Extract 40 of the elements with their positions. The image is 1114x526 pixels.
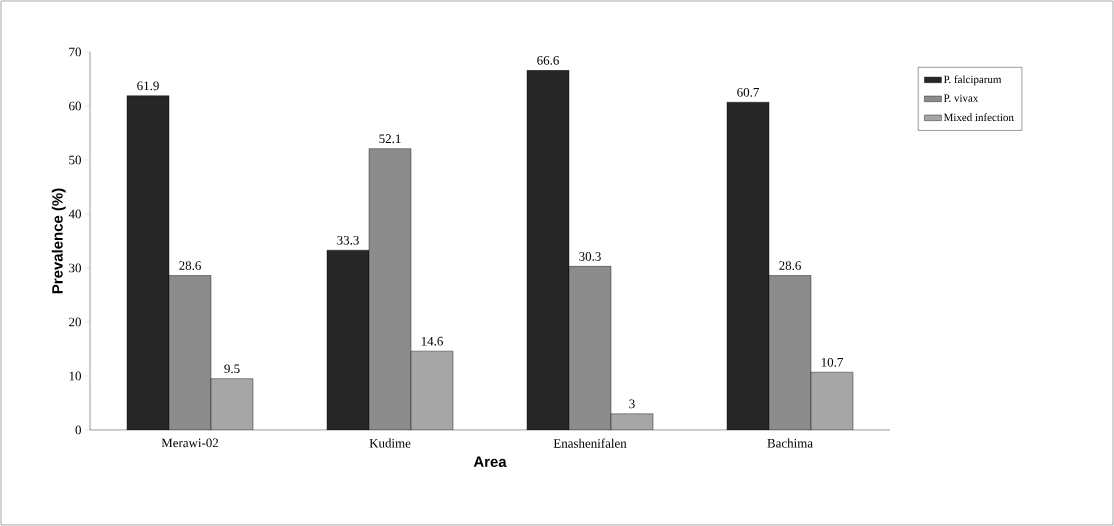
data-label: 3 [629,399,635,409]
legend-label: Mixed infection [943,113,1014,122]
bar [127,95,170,430]
bar [768,275,812,430]
x-tick-label: Bachima [767,438,813,448]
bar [726,102,770,430]
bar [411,351,454,430]
y-tick-label: 0 [75,425,81,435]
data-label: 28.6 [179,261,201,271]
data-label: 33.3 [337,235,359,245]
bar [569,266,612,430]
y-tick-label: 40 [68,209,81,219]
x-tick-label: Enashenifalen [553,438,627,448]
x-tick-label: Kudime [369,438,411,448]
y-tick-label: 20 [69,317,81,327]
data-label: 9.5 [224,364,240,374]
bar [327,250,370,430]
data-label: 30.3 [579,252,601,261]
data-label: 14.6 [421,336,443,346]
data-label: 52.1 [379,134,401,144]
bar [211,378,254,430]
data-label: 60.7 [737,87,759,97]
y-tick-label: 30 [69,263,81,273]
y-tick-label: 50 [69,155,81,165]
bar [527,70,570,430]
legend-label: P. vivax [943,94,979,102]
y-tick-label: 60 [69,101,81,111]
y-axis-title: Prevalence (%) [51,188,66,294]
data-label: 28.6 [779,261,801,271]
x-tick-label: Merawi-02 [161,438,219,448]
bar [810,372,854,430]
bar [369,148,412,430]
y-tick-label: 70 [69,47,81,57]
x-axis-title: Area [473,456,507,468]
data-label: 61.9 [137,81,159,91]
legend-label: P. falciparum [943,75,1002,86]
data-label: 66.6 [537,56,559,65]
data-label: 10.7 [821,357,843,367]
y-tick-label: 10 [69,371,81,381]
bar [169,275,212,430]
